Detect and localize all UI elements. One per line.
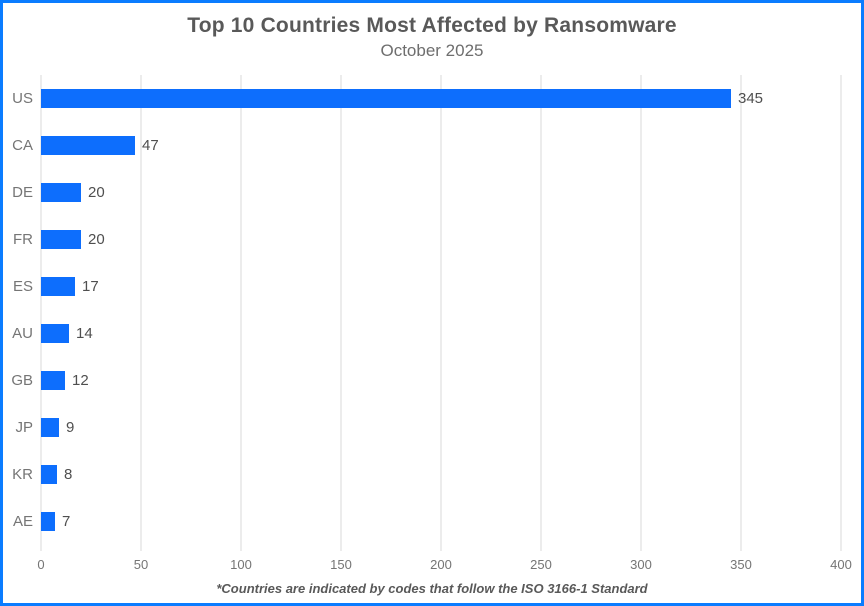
bar-row: DE 20: [12, 169, 841, 216]
bar: [41, 512, 55, 531]
bar: [41, 230, 81, 249]
gridline: [240, 75, 242, 551]
bar: [41, 324, 69, 343]
gridline: [340, 75, 342, 551]
bar-row: AU 14: [12, 310, 841, 357]
gridline: [840, 75, 842, 551]
x-axis-tick-labels: 0 50 100 150 200 250 300 350 400: [37, 557, 851, 573]
value-label: 7: [62, 513, 71, 530]
gridline: [140, 75, 142, 551]
category-label: CA: [12, 137, 33, 154]
bar-row: CA 47: [12, 122, 841, 169]
bar: [41, 136, 135, 155]
bar-row: AE 7: [13, 498, 841, 545]
x-tick-label: 250: [530, 557, 552, 572]
x-tick-label: 300: [630, 557, 652, 572]
category-label: ES: [12, 278, 33, 295]
category-label: JP: [15, 419, 33, 436]
bar-row: US 345: [12, 75, 841, 122]
chart-title: Top 10 Countries Most Affected by Ransom…: [187, 14, 677, 37]
x-tick-label: 100: [230, 557, 252, 572]
x-tick-label: 350: [730, 557, 752, 572]
category-label: US: [12, 90, 33, 107]
bar: [41, 465, 57, 484]
bar-row: ES 17: [13, 263, 841, 310]
value-label: 345: [738, 90, 764, 107]
category-label: AE: [12, 513, 33, 530]
value-label: 17: [82, 278, 99, 295]
category-label: FR: [13, 231, 33, 248]
bar: [41, 418, 59, 437]
value-label: 14: [76, 325, 93, 342]
gridline: [40, 75, 42, 551]
x-tick-label: 0: [37, 557, 45, 572]
bar-row: JP 9: [15, 404, 841, 451]
bar: [41, 183, 81, 202]
category-label: KR: [12, 466, 33, 483]
value-label: 8: [64, 466, 73, 483]
category-label: AU: [12, 325, 33, 342]
chart-subtitle: October 2025: [380, 41, 484, 60]
bars-layer: US 345 CA 47 DE 20 FR 20 ES 17 AU 14 GB 12 JP 9 KR 8 AE 7: [11, 75, 841, 545]
x-tick-label: 150: [330, 557, 352, 572]
category-label: GB: [11, 372, 33, 389]
gridline: [540, 75, 542, 551]
bar: [41, 371, 65, 390]
category-label: DE: [12, 184, 33, 201]
bar-row: KR 8: [12, 451, 841, 498]
value-label: 20: [88, 231, 105, 248]
plot-area: US 345 CA 47 DE 20 FR 20 ES 17 AU 14 GB 12 JP 9 KR 8 AE 7 0…: [11, 75, 852, 572]
value-label: 47: [142, 137, 159, 154]
bar-row: FR 20: [13, 216, 841, 263]
chart-footnote: *Countries are indicated by codes that f…: [216, 581, 648, 596]
value-label: 12: [72, 372, 89, 389]
x-tick-label: 50: [133, 557, 149, 572]
bar-row: GB 12: [11, 357, 841, 404]
gridline: [740, 75, 742, 551]
x-tick-label: 400: [830, 557, 852, 572]
x-tick-label: 200: [430, 557, 452, 572]
bar: [41, 277, 75, 296]
value-label: 20: [88, 184, 105, 201]
bar: [41, 89, 731, 108]
gridline: [440, 75, 442, 551]
value-label: 9: [66, 419, 75, 436]
gridline: [640, 75, 642, 551]
